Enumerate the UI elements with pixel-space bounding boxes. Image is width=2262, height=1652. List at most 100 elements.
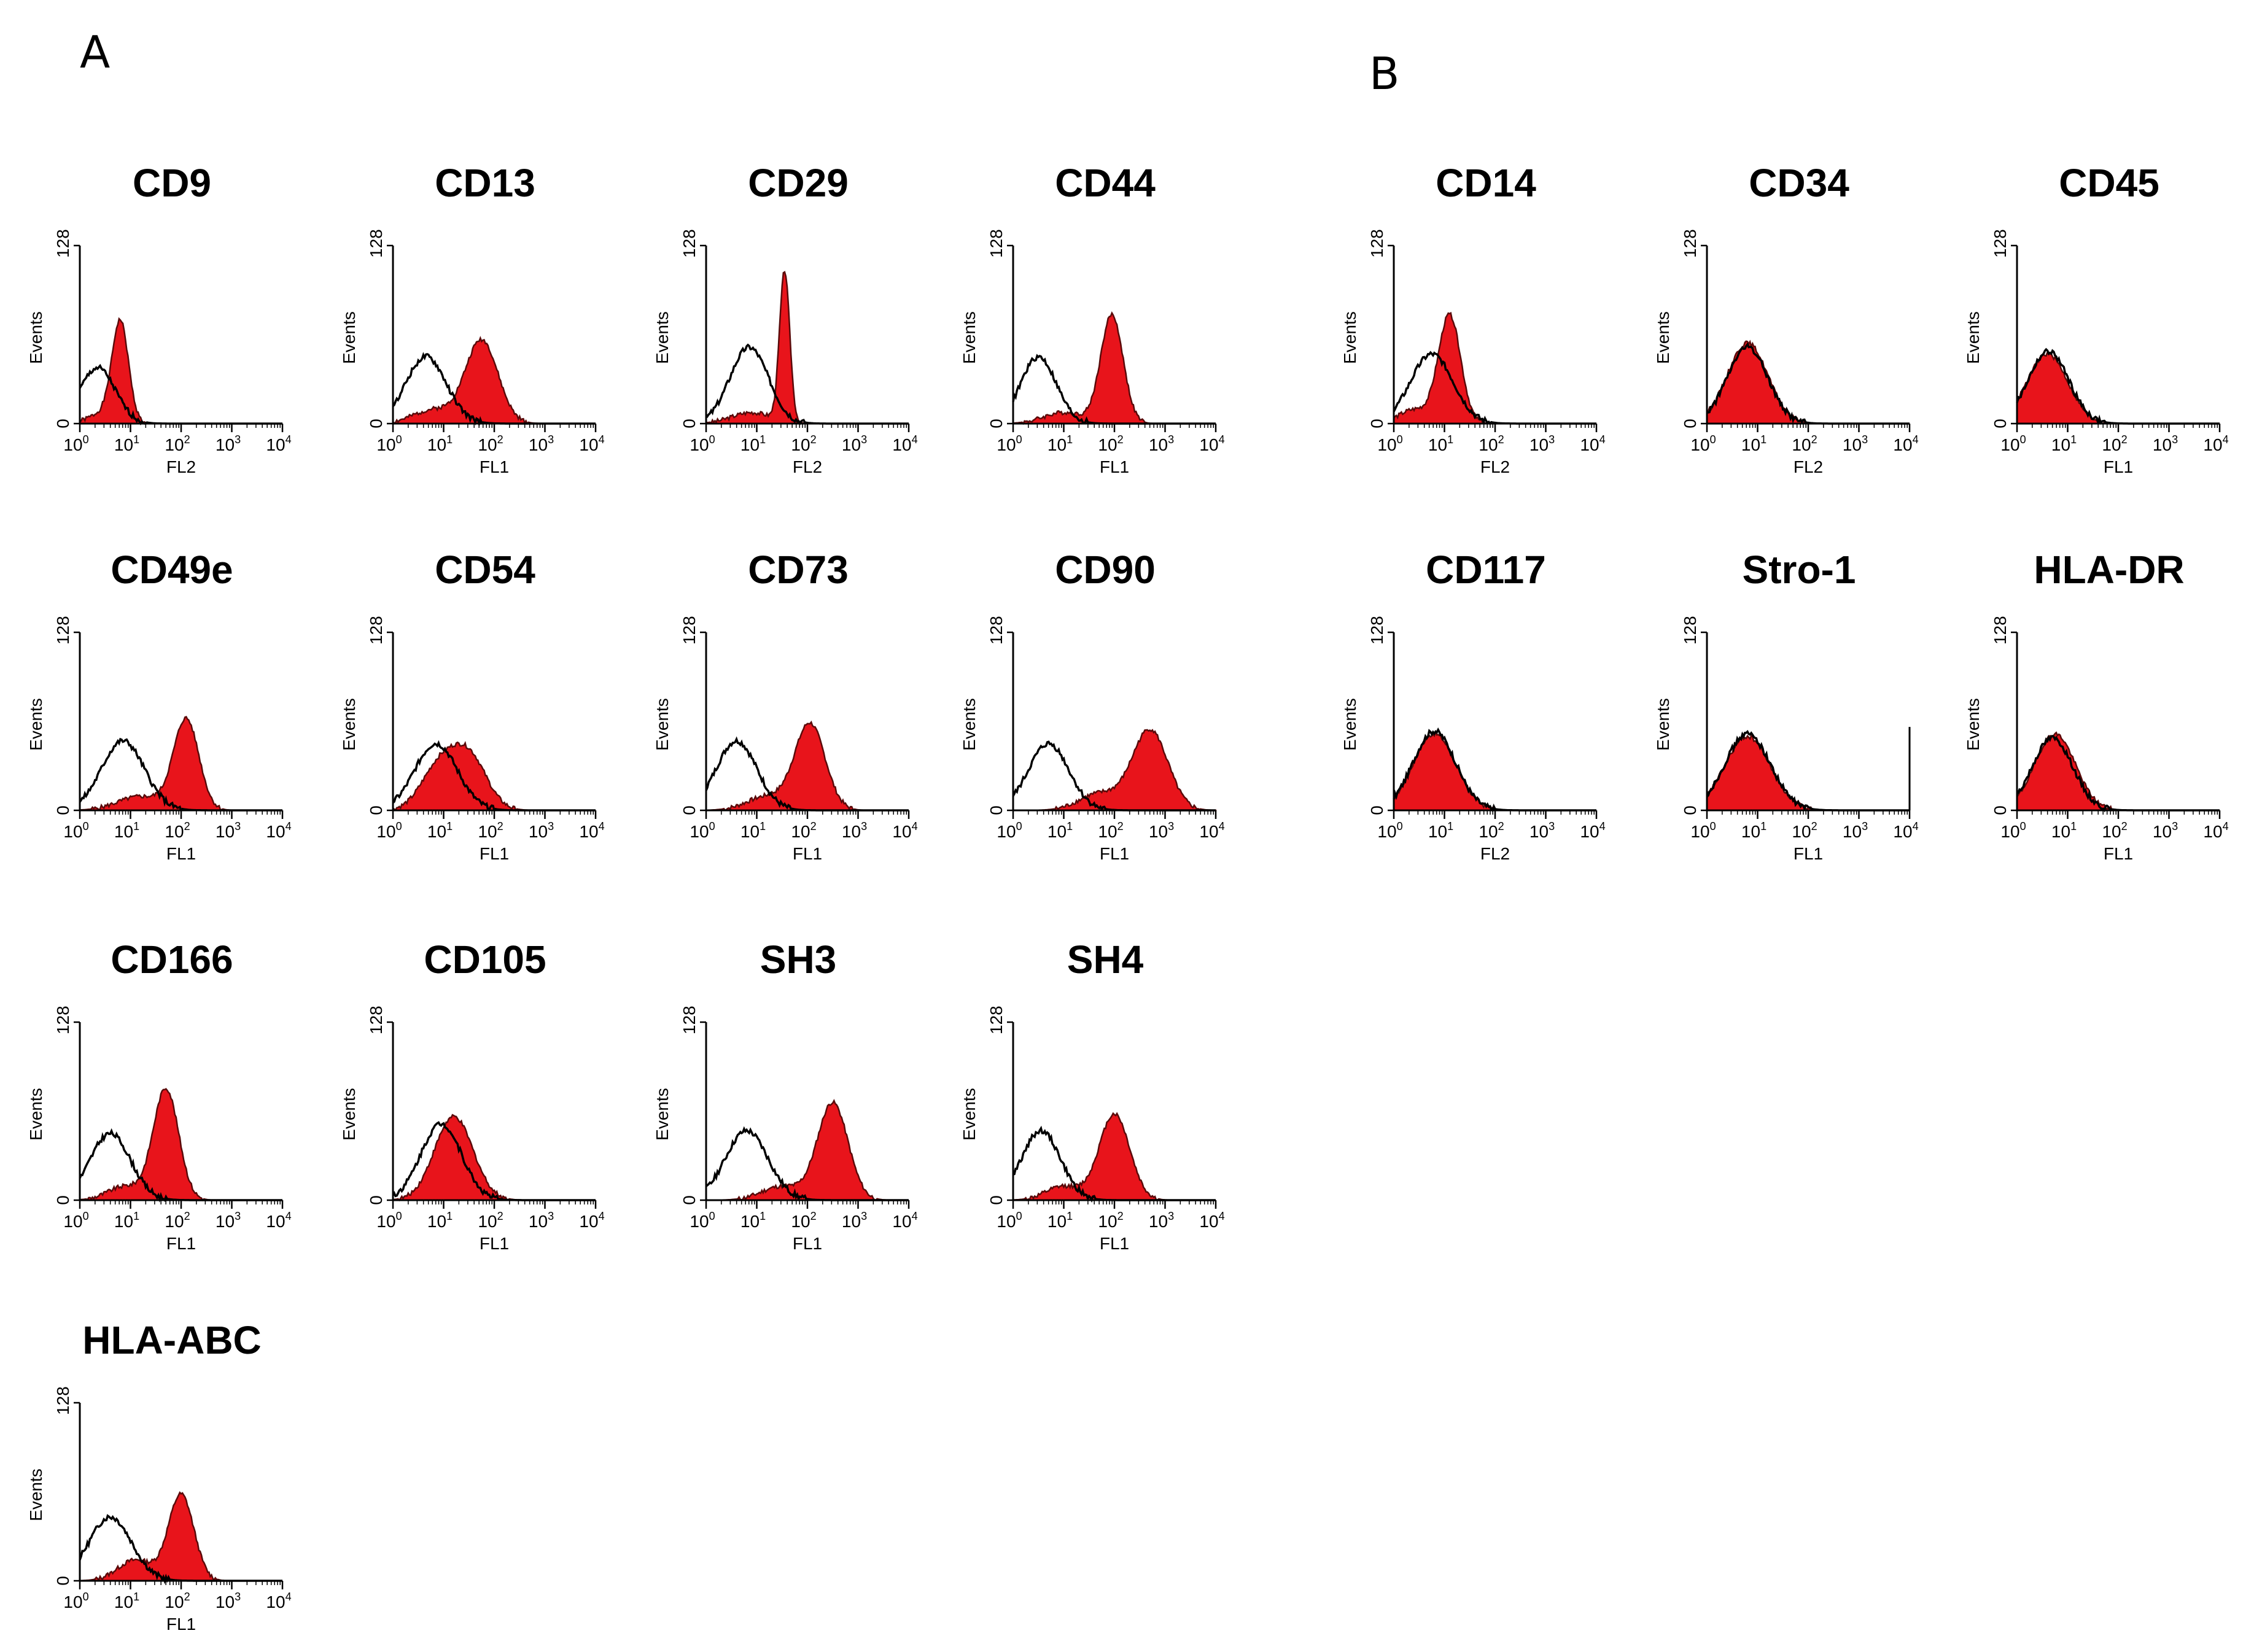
histogram-cd44: CD44 0 128 Events 100 101 102 103 104 FL1 (960, 161, 1225, 476)
y-tick-label: 128 (680, 1006, 699, 1034)
x-axis-label: FL1 (166, 844, 196, 863)
stained-histogram (705, 271, 909, 425)
y-tick-label: 0 (1991, 805, 2010, 815)
histogram-cd13: CD13 0 128 Events 100 101 102 103 104 FL1 (340, 161, 605, 476)
histogram-cd90: CD90 0 128 Events 100 101 102 103 104 FL1 (960, 548, 1225, 863)
x-axis-label: FL1 (1100, 1234, 1129, 1253)
x-tick-label: 103 (842, 1210, 867, 1231)
x-tick-label: 100 (1377, 433, 1402, 454)
x-axis-label: FL1 (793, 844, 822, 863)
x-tick-label: 104 (2203, 820, 2228, 841)
histogram-title: HLA-DR (2034, 548, 2184, 592)
x-tick-label: 104 (1199, 1210, 1224, 1231)
x-tick-label: 104 (1893, 433, 1918, 454)
stained-histogram (392, 336, 596, 425)
x-tick-label: 103 (1843, 433, 1868, 454)
x-tick-label: 100 (63, 1591, 88, 1611)
x-tick-label: 102 (1792, 820, 1817, 841)
y-tick-label: 0 (987, 805, 1006, 815)
x-tick-label: 104 (579, 820, 604, 841)
x-tick-label: 102 (1098, 433, 1123, 454)
histogram-title: CD9 (133, 161, 211, 205)
histogram-title: Stro-1 (1743, 548, 1856, 592)
histogram-title: CD14 (1436, 161, 1536, 205)
stained-histogram (2016, 731, 2220, 812)
x-tick-label: 104 (1893, 820, 1918, 841)
x-tick-label: 104 (266, 820, 291, 841)
x-axis-label: FL2 (1480, 457, 1510, 476)
histogram-title: CD90 (1055, 548, 1156, 592)
stained-histogram (1013, 729, 1217, 812)
x-tick-label: 102 (478, 820, 503, 841)
y-tick-label: 0 (987, 419, 1006, 429)
y-tick-label: 0 (367, 805, 386, 815)
x-axis-label: FL1 (480, 457, 509, 476)
x-tick-label: 103 (1149, 820, 1174, 841)
x-tick-label: 103 (2153, 820, 2178, 841)
x-tick-label: 104 (1199, 433, 1224, 454)
y-axis-label: Events (653, 1088, 672, 1141)
y-axis-label: Events (653, 311, 672, 364)
x-tick-label: 100 (2000, 433, 2026, 454)
x-tick-label: 100 (376, 1210, 402, 1231)
x-tick-label: 101 (114, 1210, 139, 1231)
y-tick-label: 0 (53, 805, 72, 815)
x-axis-label: FL1 (166, 1234, 196, 1253)
x-tick-label: 103 (1529, 820, 1555, 841)
x-tick-label: 100 (690, 1210, 715, 1231)
histogram-cd49e: CD49e 0 128 Events 100 101 102 103 104 FL1 (26, 548, 292, 863)
x-tick-label: 100 (1377, 820, 1402, 841)
histogram-title: SH4 (1067, 937, 1144, 982)
x-tick-label: 102 (1098, 1210, 1123, 1231)
x-tick-label: 103 (529, 820, 554, 841)
histogram-cd34: CD34 0 128 Events 100 101 102 103 104 FL2 (1654, 161, 1919, 476)
y-tick-label: 0 (367, 1195, 386, 1205)
stained-histogram (392, 741, 596, 812)
y-tick-label: 0 (1367, 419, 1386, 429)
x-axis-label: FL1 (2104, 844, 2133, 863)
x-tick-label: 100 (63, 1210, 88, 1231)
x-tick-label: 101 (2051, 820, 2077, 841)
y-tick-label: 128 (987, 1006, 1006, 1034)
x-tick-label: 101 (1428, 820, 1453, 841)
histogram-title: CD117 (1426, 548, 1546, 592)
y-axis-label: Events (1654, 698, 1673, 751)
histogram-title: CD166 (111, 937, 233, 982)
x-tick-label: 101 (1741, 433, 1766, 454)
x-tick-label: 101 (740, 433, 766, 454)
x-tick-label: 100 (1690, 433, 1716, 454)
x-tick-label: 100 (376, 433, 402, 454)
histogram-title: CD105 (424, 937, 546, 982)
x-tick-label: 100 (63, 820, 88, 841)
stained-histogram (392, 1114, 596, 1201)
histogram-title: CD13 (435, 161, 535, 205)
histogram-cd9: CD9 0 128 Events 100 101 102 103 104 FL2 (26, 161, 292, 476)
y-tick-label: 0 (1991, 419, 2010, 429)
y-tick-label: 128 (367, 1006, 386, 1034)
x-tick-label: 104 (892, 433, 917, 454)
x-tick-label: 101 (1741, 820, 1766, 841)
x-tick-label: 102 (165, 820, 190, 841)
y-tick-label: 0 (53, 1576, 72, 1586)
x-tick-label: 102 (2102, 433, 2127, 454)
x-axis-label: FL1 (1100, 844, 1129, 863)
y-tick-label: 0 (1367, 805, 1386, 815)
x-tick-label: 100 (997, 820, 1022, 841)
y-tick-label: 128 (53, 1386, 72, 1415)
x-tick-label: 101 (1428, 433, 1453, 454)
y-axis-label: Events (26, 1468, 45, 1521)
x-tick-label: 104 (1580, 433, 1605, 454)
y-axis-label: Events (960, 311, 979, 364)
x-tick-label: 104 (1580, 820, 1605, 841)
x-tick-label: 103 (1149, 433, 1174, 454)
x-tick-label: 101 (1047, 820, 1073, 841)
y-tick-label: 128 (1367, 616, 1386, 645)
histogram-stro-1: Stro-1 0 128 Events 100 101 102 103 104 FL1 (1654, 548, 1919, 863)
stained-histogram (1706, 339, 1910, 425)
y-axis-label: Events (1964, 698, 1983, 751)
x-tick-label: 103 (1843, 820, 1868, 841)
panel-label-b: B (1369, 48, 1399, 99)
x-tick-label: 103 (529, 1210, 554, 1231)
histogram-title: CD73 (748, 548, 849, 592)
y-tick-label: 128 (53, 616, 72, 645)
